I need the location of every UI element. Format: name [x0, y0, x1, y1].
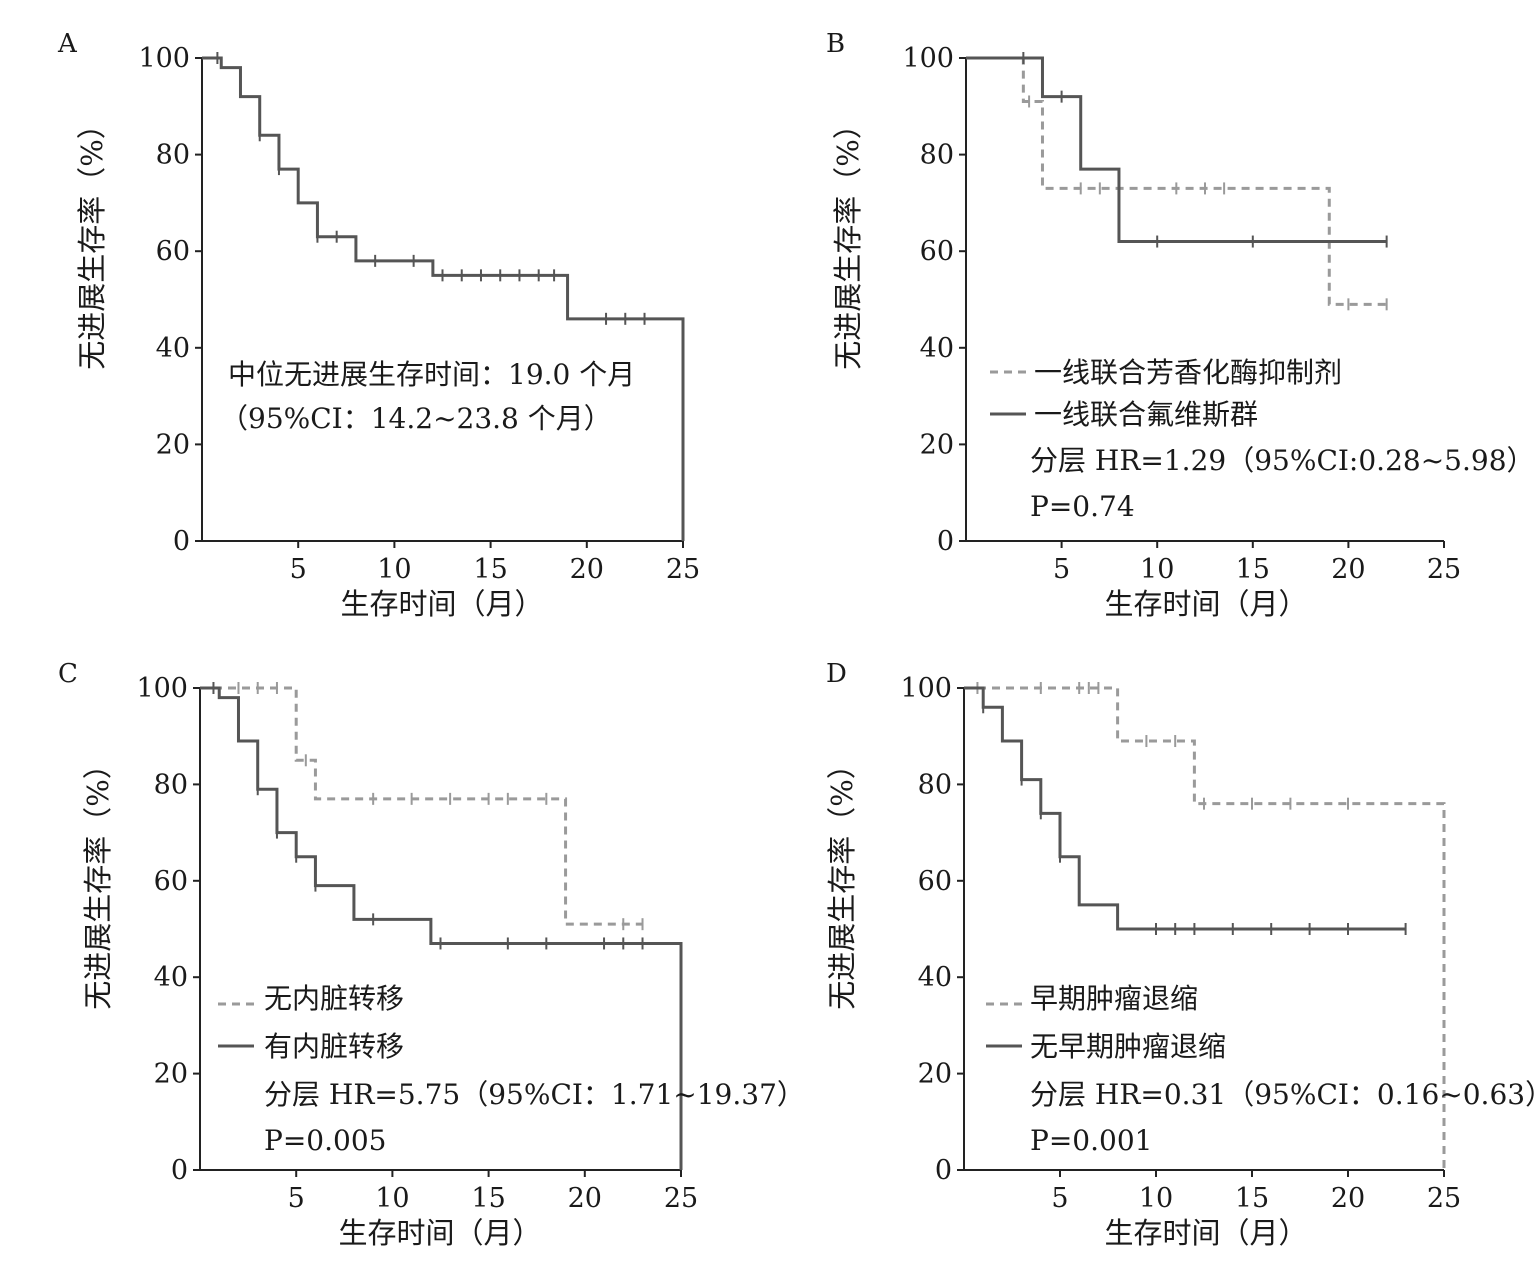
y-tick-label-d: 20	[918, 1059, 952, 1090]
y-tick-label-a: 60	[156, 236, 190, 267]
x-tick-label-c: 25	[664, 1183, 698, 1214]
y-tick-label-d: 60	[918, 866, 952, 897]
panel-d: D 0 20 40 60 80 100 5 10 15 20 25 无进展生存率（%） 生存时间（月…	[825, 659, 1536, 1250]
x-tick-label-d: 25	[1427, 1183, 1461, 1214]
x-tick-label-b: 25	[1427, 554, 1461, 585]
x-tick-label-b: 5	[1053, 554, 1070, 585]
axes-c: 0 20 40 60 80 100 5 10 15 20 25	[136, 673, 698, 1214]
y-tick-label-d: 100	[900, 673, 952, 704]
x-axis-label-c: 生存时间（月）	[338, 1216, 541, 1250]
x-tick-label-d: 20	[1331, 1183, 1365, 1214]
km-curve-c-solid	[200, 686, 683, 1170]
x-tick-label-a: 10	[377, 554, 411, 585]
annotation-d-2: P=0.001	[1030, 1124, 1152, 1157]
y-tick-label-d: 40	[918, 962, 952, 993]
x-tick-label-c: 10	[375, 1183, 409, 1214]
y-tick-label-a: 100	[138, 43, 190, 74]
curves-d	[964, 682, 1446, 1170]
annotation-d-1: 分层 HR=0.31（95%CI：0.16~0.63）	[1030, 1078, 1536, 1111]
panel-a: A 0 20 40 60 80 100 5 10 15 20 25 无进展生存率（%） 生存时间（月…	[57, 29, 700, 621]
y-tick-label-c: 40	[154, 962, 188, 993]
km-curve-d-solid	[964, 686, 1406, 931]
annotation-a-2: （95%CI：14.2~23.8 个月）	[220, 402, 612, 435]
x-tick-label-d: 5	[1051, 1183, 1068, 1214]
y-axis-label-b: 无进展生存率（%）	[831, 110, 865, 370]
y-tick-label-b: 0	[937, 526, 954, 557]
axes-b: 0 20 40 60 80 100 5 10 15 20 25	[902, 43, 1461, 585]
y-tick-label-b: 100	[902, 43, 954, 74]
panel-c: C 0 20 40 60 80 100 5 10 15 20 25 无进展生存率（%） 生存时间（月…	[58, 659, 805, 1250]
panel-label-c: C	[58, 659, 78, 689]
y-tick-label-c: 20	[154, 1059, 188, 1090]
km-curve-c-dashed	[200, 686, 643, 926]
legend-label-d-1: 早期肿瘤退缩	[1030, 982, 1198, 1015]
y-tick-label-d: 80	[918, 769, 952, 800]
y-axis-label-d: 无进展生存率（%）	[825, 750, 859, 1010]
x-tick-label-c: 15	[471, 1183, 505, 1214]
x-tick-label-c: 5	[288, 1183, 305, 1214]
curves-a	[202, 52, 685, 541]
km-curve-b-solid	[966, 56, 1387, 244]
y-tick-label-a: 20	[156, 429, 190, 460]
axes-a: 0 20 40 60 80 100 5 10 15 20 25	[138, 43, 700, 585]
x-tick-label-a: 25	[666, 554, 700, 585]
y-tick-label-c: 60	[154, 866, 188, 897]
panel-label-b: B	[826, 29, 845, 59]
annotation-b-1: 分层 HR=1.29（95%CI:0.28~5.98）	[1030, 444, 1535, 477]
annotation-a-1: 中位无进展生存时间：19.0 个月	[228, 358, 635, 391]
x-tick-label-b: 10	[1140, 554, 1174, 585]
x-tick-label-d: 10	[1139, 1183, 1173, 1214]
x-tick-label-a: 20	[570, 554, 604, 585]
x-tick-label-a: 15	[473, 554, 507, 585]
curves-c	[200, 682, 683, 1170]
x-tick-label-d: 15	[1235, 1183, 1269, 1214]
axes-d: 0 20 40 60 80 100 5 10 15 20 25	[900, 673, 1461, 1214]
km-curve-a-solid	[202, 56, 685, 541]
y-tick-label-a: 40	[156, 333, 190, 364]
y-tick-label-c: 80	[154, 769, 188, 800]
legend-label-b-1: 一线联合芳香化酶抑制剂	[1034, 356, 1342, 389]
y-axis-label-a: 无进展生存率（%）	[75, 110, 109, 370]
y-tick-label-d: 0	[935, 1155, 952, 1186]
legend-label-c-2: 有内脏转移	[264, 1030, 404, 1063]
legend-label-c-1: 无内脏转移	[264, 982, 404, 1015]
annotation-b-2: P=0.74	[1030, 490, 1135, 523]
x-axis-label-a: 生存时间（月）	[340, 587, 543, 621]
panel-b: B 0 20 40 60 80 100 5 10 15 20 25 无进展生存率（%） 生存时间（月…	[826, 29, 1535, 621]
x-tick-label-b: 15	[1236, 554, 1270, 585]
x-axis-label-d: 生存时间（月）	[1104, 1216, 1307, 1250]
y-tick-label-c: 100	[136, 673, 188, 704]
panel-label-a: A	[57, 29, 78, 59]
legend-label-d-2: 无早期肿瘤退缩	[1030, 1030, 1226, 1063]
curves-b	[966, 52, 1388, 311]
legend-label-b-2: 一线联合氟维斯群	[1034, 398, 1258, 431]
y-tick-label-b: 20	[920, 429, 954, 460]
km-curve-d-dashed	[964, 686, 1446, 1170]
y-tick-label-c: 0	[171, 1155, 188, 1186]
panel-label-d: D	[826, 659, 847, 689]
x-tick-label-c: 20	[568, 1183, 602, 1214]
x-tick-label-a: 5	[290, 554, 307, 585]
y-tick-label-b: 80	[920, 140, 954, 171]
km-curve-b-dashed	[966, 56, 1387, 306]
x-axis-label-b: 生存时间（月）	[1104, 587, 1307, 621]
y-tick-label-b: 60	[920, 236, 954, 267]
annotation-c-1: 分层 HR=5.75（95%CI：1.71~19.37）	[264, 1078, 805, 1111]
y-tick-label-b: 40	[920, 333, 954, 364]
x-tick-label-b: 20	[1331, 554, 1365, 585]
annotation-c-2: P=0.005	[264, 1124, 386, 1157]
y-tick-label-a: 80	[156, 140, 190, 171]
y-axis-label-c: 无进展生存率（%）	[81, 750, 115, 1010]
y-tick-label-a: 0	[173, 526, 190, 557]
